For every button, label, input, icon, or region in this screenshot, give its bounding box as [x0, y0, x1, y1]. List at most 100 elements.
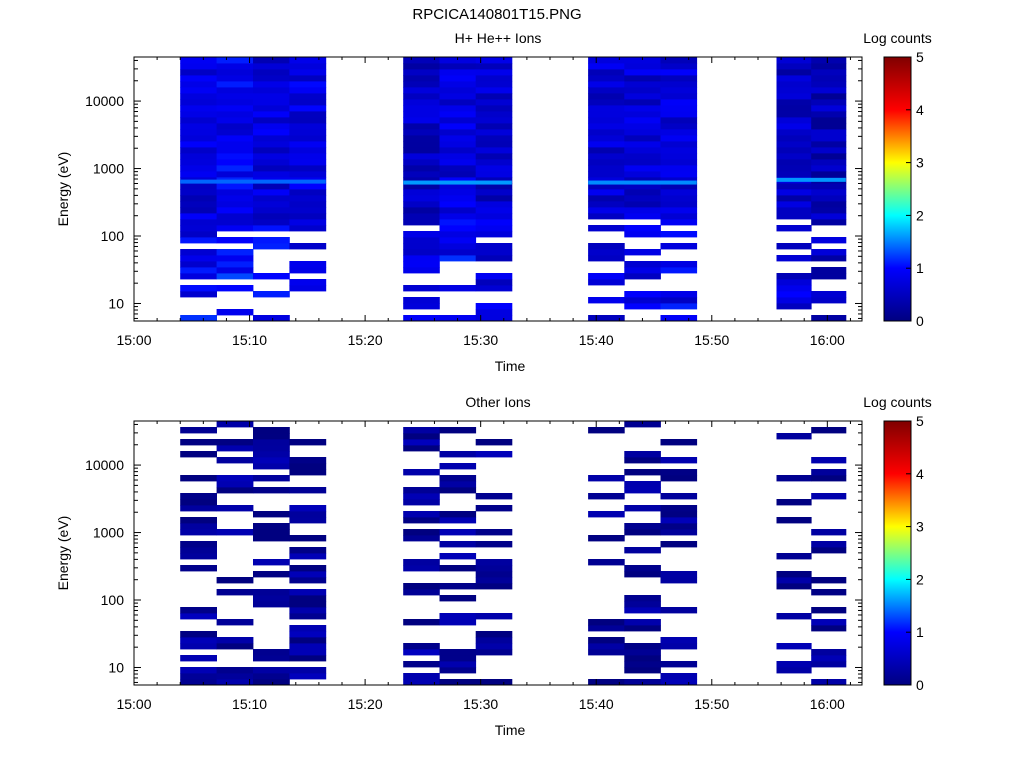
heatmap-cell — [253, 189, 290, 196]
heatmap-cell — [660, 159, 698, 166]
heatmap-cell — [660, 99, 698, 106]
heatmap-cell — [289, 111, 327, 118]
figure-title: RPCICA140801T15.PNG — [412, 6, 581, 23]
heatmap-cell — [475, 571, 513, 578]
heatmap-cell — [588, 87, 625, 94]
heatmap-cell — [180, 87, 217, 94]
heatmap-cell — [253, 105, 290, 112]
heatmap-cell — [289, 553, 327, 560]
heatmap-cell — [660, 517, 698, 524]
heatmap-cell — [624, 135, 661, 142]
heatmap-cell — [403, 201, 440, 208]
x-tick-label: 15:50 — [694, 332, 729, 348]
heatmap-cell — [624, 123, 661, 130]
heatmap-cell — [253, 69, 290, 76]
heatmap-cell — [439, 201, 477, 208]
heatmap-cell — [253, 529, 290, 536]
heatmap-cell — [403, 469, 440, 476]
heatmap-cell — [180, 183, 217, 190]
heatmap-cell — [253, 589, 290, 596]
heatmap-cell — [811, 219, 847, 226]
heatmap-cell — [811, 427, 847, 434]
heatmap-cell — [776, 165, 812, 172]
heatmap-cell — [588, 643, 625, 650]
heatmap-cell — [660, 541, 698, 548]
heatmap-cell — [289, 589, 327, 596]
heatmap-cell — [811, 475, 847, 482]
heatmap-cell — [403, 81, 440, 88]
heatmap-cell — [811, 123, 847, 130]
x-tick-label: 15:10 — [232, 332, 267, 348]
heatmap-cell — [776, 243, 812, 250]
heatmap-cell — [475, 225, 513, 232]
heatmap-cell — [289, 63, 327, 70]
heatmap-cell — [475, 183, 513, 190]
heatmap-cell — [475, 309, 513, 316]
heatmap-cell — [216, 679, 254, 686]
heatmap-cell — [180, 261, 217, 268]
heatmap-cell — [289, 195, 327, 202]
heatmap-cell — [811, 267, 847, 274]
heatmap-cell — [180, 607, 217, 614]
heatmap-cell — [660, 111, 698, 118]
heatmap-cell — [439, 649, 477, 656]
heatmap-cell — [253, 445, 290, 452]
heatmap-cell — [216, 135, 254, 142]
heatmap-cell — [624, 159, 661, 166]
heatmap-cell — [253, 123, 290, 130]
heatmap-cell — [660, 577, 698, 584]
heatmap-cell — [439, 225, 477, 232]
heatmap-cell — [475, 583, 513, 590]
heatmap-cell — [289, 243, 327, 250]
heatmap-cell — [475, 219, 513, 226]
heatmap-cell — [403, 213, 440, 220]
heatmap-cell — [624, 607, 661, 614]
heatmap-cell — [403, 315, 440, 322]
heatmap-cell — [439, 285, 477, 292]
heatmap-cell — [776, 75, 812, 82]
heatmap-cell — [660, 129, 698, 136]
heatmap-cell — [660, 201, 698, 208]
heatmap-cell — [588, 183, 625, 190]
colorbar-label: Log counts — [863, 30, 932, 46]
heatmap-cell — [403, 159, 440, 166]
heatmap-cell — [588, 249, 625, 256]
heatmap-cell — [180, 439, 217, 446]
heatmap-cell — [660, 87, 698, 94]
heatmap-cell — [475, 213, 513, 220]
heatmap-cell — [624, 481, 661, 488]
heatmap-cell — [588, 135, 625, 142]
heatmap-cell — [403, 493, 440, 500]
heatmap-cell — [180, 237, 217, 244]
heatmap-cell — [403, 529, 440, 536]
heatmap-cell — [216, 123, 254, 130]
heatmap-cell — [588, 99, 625, 106]
heatmap-cell — [475, 493, 513, 500]
y-tick-label: 10000 — [85, 93, 124, 109]
heatmap-cell — [624, 207, 661, 214]
heatmap-cell — [289, 547, 327, 554]
heatmap-cell — [253, 451, 290, 458]
heatmap-cell — [439, 553, 477, 560]
colorbar-tick-label: 4 — [916, 102, 924, 118]
heatmap-cell — [403, 87, 440, 94]
heatmap-cell — [624, 661, 661, 668]
heatmap-cell — [811, 165, 847, 172]
heatmap-cell — [475, 529, 513, 536]
heatmap-cell — [624, 69, 661, 76]
heatmap-cell — [811, 589, 847, 596]
heatmap-cell — [588, 637, 625, 644]
colorbar-tick-label: 2 — [916, 571, 924, 587]
heatmap-cell — [253, 99, 290, 106]
heatmap-cell — [660, 661, 698, 668]
heatmap-cell — [180, 129, 217, 136]
heatmap-cell — [588, 153, 625, 160]
heatmap-cell — [439, 237, 477, 244]
heatmap-cell — [588, 679, 625, 686]
heatmap-cell — [403, 141, 440, 148]
heatmap-cell — [660, 213, 698, 220]
heatmap-cell — [776, 135, 812, 142]
heatmap-cell — [216, 141, 254, 148]
heatmap-cell — [475, 147, 513, 154]
heatmap-cell — [180, 273, 217, 280]
